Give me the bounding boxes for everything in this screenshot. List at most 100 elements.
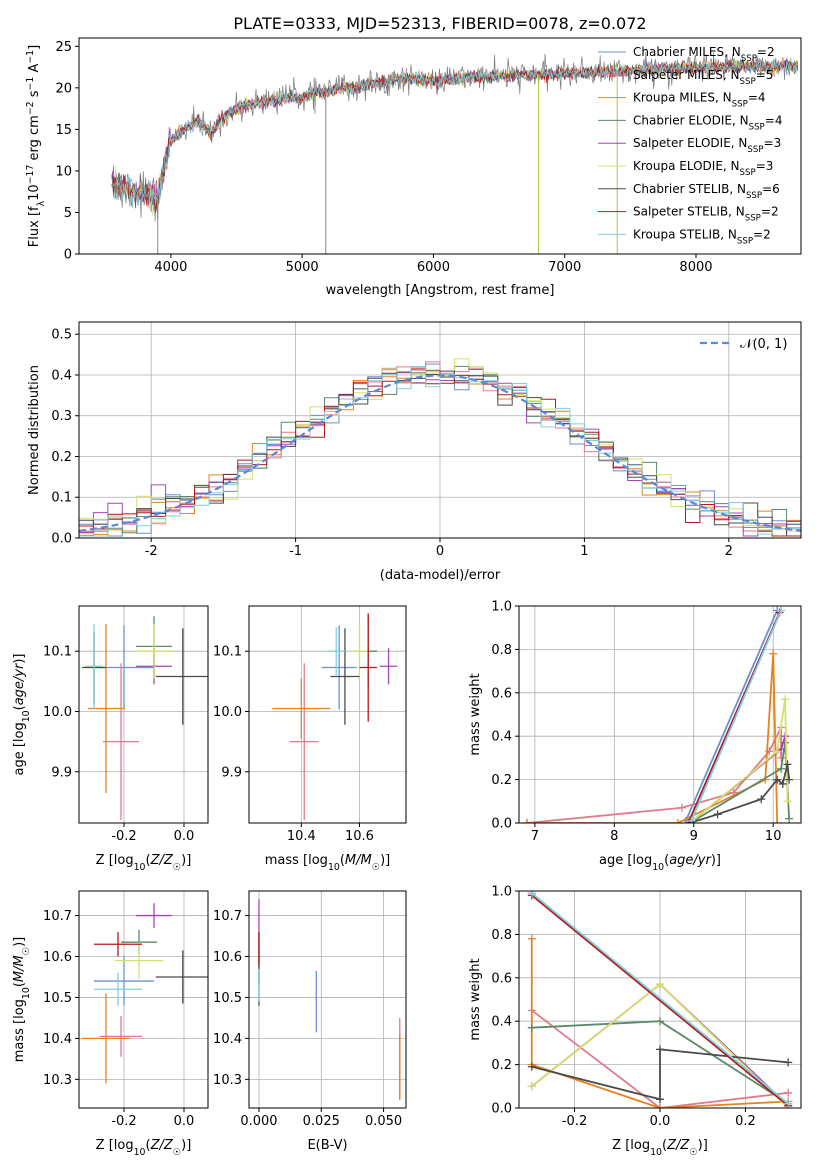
x-axis-label: age [log10(age/yr)] (599, 853, 721, 873)
y-tick-label: 0 (64, 248, 72, 263)
plot-area (111, 51, 799, 254)
x-axis-label: Z [log10(Z/Z☉)] (96, 853, 192, 873)
weight-marker-kroupa_stelib (784, 1099, 793, 1108)
y-tick-label: 25 (55, 40, 72, 55)
plot-area (79, 358, 801, 537)
x-tick-label: 0 (436, 544, 444, 559)
x-tick-label: 0.0 (174, 829, 195, 844)
legend-label: Salpeter MILES, NSSP=5 (633, 68, 773, 87)
weight-marker-chabrier_stelib (713, 810, 722, 819)
weight-marker-kroupa_stelib (687, 816, 696, 823)
weight-marker-chabrier_elodie (527, 1023, 536, 1032)
chart-weight_vs_Z: -0.2 0.0 0.2 0.0 0.2 0.4 0.6 0.8 1.0 Z [log10(Z/Z… (468, 885, 802, 1158)
x-axis-label: (data-model)/error (380, 568, 501, 583)
legend-label: Kroupa MILES, NSSP=4 (633, 91, 766, 110)
legend-label: Kroupa ELODIE, NSSP=3 (633, 159, 773, 178)
x-tick-label: 0.000 (240, 1114, 277, 1129)
y-tick-label: 9.9 (51, 765, 72, 780)
weight-line-kroupa_stelib (690, 609, 782, 822)
plot-area (522, 606, 794, 823)
x-axis-label: Z [log10(Z/Z☉)] (612, 1138, 708, 1158)
weight-line-kroupa_elodie (689, 699, 789, 823)
weight-line-salpeter_stelib (531, 894, 789, 1107)
y-tick-label: 0.8 (491, 928, 512, 943)
axes-frame (78, 605, 209, 824)
y-tick-label: 0.3 (51, 409, 72, 424)
x-tick-label: 2 (725, 544, 733, 559)
y-tick-label: 10 (55, 164, 72, 179)
weight-marker-chabrier_stelib (656, 1095, 664, 1104)
chart-mass_vs_ebv: 0.000 0.025 0.050 10.3 10.4 10.5 10.6 10.7 E(B-V… (213, 890, 407, 1153)
x-axis-label: mass [log10(M/M☉)] (265, 853, 391, 873)
y-tick-label: 10.6 (213, 950, 242, 965)
weight-marker-salpeter_miles (784, 1088, 793, 1097)
y-tick-label: 1.0 (491, 600, 512, 615)
y-tick-label: 10.5 (213, 991, 242, 1006)
y-tick-label: 0.4 (491, 730, 512, 745)
weight-marker-salpeter_miles (777, 753, 786, 762)
weight-line-kroupa_miles (530, 938, 789, 1108)
x-tick-label: 4000 (154, 260, 187, 275)
y-tick-label: 0.6 (491, 686, 512, 701)
x-tick-label: 0.025 (303, 1114, 340, 1129)
x-tick-label: 6000 (417, 260, 450, 275)
y-tick-label: 20 (55, 81, 72, 96)
weight-marker-kroupa_elodie (781, 695, 790, 704)
x-tick-label: -0.2 (562, 1114, 587, 1129)
x-tick-label: 9 (690, 829, 698, 844)
x-tick-label: 0.0 (174, 1114, 195, 1129)
y-tick-label: 0.0 (491, 817, 512, 832)
x-tick-label: 7 (531, 829, 539, 844)
model-spectrum-kroupa_stelib (111, 57, 799, 206)
legend-label: Kroupa STELIB, NSSP=2 (633, 227, 771, 246)
weight-marker-kroupa_miles (656, 1104, 664, 1108)
y-tick-label: 10.1 (213, 645, 242, 660)
weight-marker-kroupa_miles (673, 819, 682, 823)
x-tick-label: 10.6 (345, 829, 374, 844)
plot-area (82, 616, 208, 820)
chart-age_vs_mass: 10.4 10.6 9.9 10.0 10.1 mass [log10(M/M☉)] (213, 605, 407, 873)
y-tick-label: 10.4 (213, 1032, 242, 1047)
weight-marker-chabrier_stelib (656, 1045, 664, 1054)
y-tick-label: 0.1 (51, 491, 72, 506)
weight-marker-chabrier_elodie (656, 1017, 664, 1026)
y-tick-label: 0.5 (51, 328, 72, 343)
x-tick-label: -1 (289, 544, 302, 559)
weight-marker-kroupa_stelib (527, 891, 536, 898)
y-tick-label: 10.3 (213, 1073, 242, 1088)
y-tick-label: 0.6 (491, 971, 512, 986)
legend-label: Chabrier STELIB, NSSP=6 (633, 182, 780, 201)
weight-marker-chabrier_stelib (784, 1058, 793, 1067)
weight-marker-chabrier_stelib (773, 775, 782, 784)
weight-marker-chabrier_stelib (527, 1062, 536, 1071)
weight-line-salpeter_miles (531, 1009, 789, 1108)
weight-marker-chabrier_stelib (783, 760, 792, 769)
y-tick-label: 0.0 (491, 1102, 512, 1117)
axes-frame (518, 605, 802, 824)
x-tick-label: 8 (610, 829, 618, 844)
weight-line-kroupa_miles (526, 653, 779, 823)
y-tick-label: 10.0 (43, 705, 72, 720)
chart-residuals: -2 -1 0 1 2 0.0 0.1 0.2 0.3 0.4 0.5 𝒩(0, 1) (data-mo… (27, 321, 802, 583)
weight-line-kroupa_stelib (531, 892, 789, 1105)
y-tick-label: 1.0 (491, 885, 512, 900)
x-tick-label: 10.4 (287, 829, 316, 844)
histogram-kroupa_stelib (79, 366, 801, 537)
y-axis-label: mass [log10(M/M☉)] (12, 937, 32, 1063)
y-tick-label: 15 (55, 123, 72, 138)
y-tick-label: 10.0 (213, 705, 242, 720)
weight-marker-chabrier_elodie (777, 764, 786, 773)
weight-marker-kroupa_elodie (656, 980, 664, 989)
x-tick-label: -2 (145, 544, 158, 559)
weight-marker-chabrier_stelib (778, 779, 787, 788)
axes-frame (248, 605, 407, 824)
weight-marker-kroupa_elodie (773, 747, 782, 756)
y-tick-label: 0.8 (491, 643, 512, 658)
x-tick-label: -0.2 (111, 1114, 136, 1129)
legend-label: Salpeter STELIB, NSSP=2 (633, 205, 779, 224)
weight-marker-kroupa_miles (527, 934, 536, 943)
legend-label: Salpeter ELODIE, NSSP=3 (633, 136, 781, 155)
y-axis-label: age [log10(age/yr)] (12, 653, 32, 775)
x-tick-label: 0.2 (735, 1114, 756, 1129)
y-tick-label: 0.2 (491, 1058, 512, 1073)
